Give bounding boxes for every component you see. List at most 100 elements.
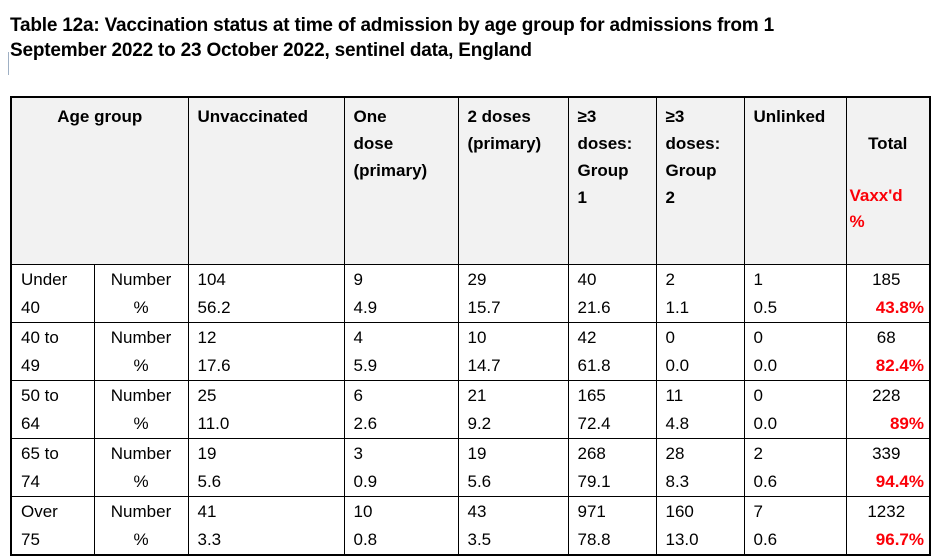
percent-value: 11.0 [197,414,230,433]
percent-value: 79.1 [577,472,611,491]
count-value: 268 [577,444,606,463]
age-group-cell: 50 to 64 [10,380,95,439]
total-count: 1232 [867,502,906,521]
count-value: 165 [577,386,606,405]
percent-value: 78.8 [577,530,611,549]
row-label-number: Number [110,444,172,463]
percent-value: 4.9 [353,298,378,317]
header-one-dose: One dose (primary) [343,96,459,265]
percent-value: 0.0 [753,356,778,375]
three-doses-group2-cell: 160 13.0 [655,496,745,556]
age-group-cell: Under 40 [10,264,95,323]
one-dose-cell: 9 4.9 [343,264,459,323]
row-label-number: Number [110,386,172,405]
count-value: 21 [467,386,487,405]
page-title: Table 12a: Vaccination status at time of… [10,15,774,61]
total-vaxxd-percent: 43.8% [875,298,924,317]
total-cell: 185 43.8% [845,264,931,323]
unlinked-cell: 2 0.6 [743,438,847,497]
header-vaxxd-percent-label: Vaxx'd % [849,186,903,231]
count-value: 0 [665,328,675,347]
header-total: Total Vaxx'd % [845,96,931,265]
unlinked-cell: 1 0.5 [743,264,847,323]
unvaccinated-cell: 41 3.3 [187,496,345,556]
count-value: 10 [353,502,373,521]
three-doses-group1-cell: 971 78.8 [567,496,657,556]
table-row-under-40: Under 40 Number% 104 56.2 9 4.9 29 15.7 40 2… [10,264,931,323]
percent-value: 8.3 [665,472,690,491]
row-label-number: Number [110,328,172,347]
count-value: 3 [353,444,363,463]
percent-value: 9.2 [467,414,492,433]
total-cell: 228 89% [845,380,931,439]
count-value: 4 [353,328,363,347]
total-vaxxd-percent: 94.4% [875,472,924,491]
three-doses-group1-cell: 40 21.6 [567,264,657,323]
table-row-40-to-49: 40 to 49 Number% 12 17.6 4 5.9 10 14.7 42 61… [10,322,931,381]
percent-value: 5.6 [467,472,492,491]
count-value: 7 [753,502,763,521]
two-doses-cell: 10 14.7 [457,322,569,381]
percent-value: 0.0 [753,414,778,433]
age-group-cell: 65 to 74 [10,438,95,497]
header-three-doses-group2: ≥3 doses: Group 2 [655,96,745,265]
row-label-cell: Number% [93,322,189,381]
count-value: 43 [467,502,487,521]
percent-value: 14.7 [467,356,501,375]
row-label-cell: Number% [93,264,189,323]
count-value: 25 [197,386,217,405]
count-value: 40 [577,270,597,289]
total-count: 339 [872,444,901,463]
row-label-cell: Number% [93,438,189,497]
count-value: 160 [665,502,694,521]
header-total-label: Total [868,134,908,153]
three-doses-group2-cell: 2 1.1 [655,264,745,323]
total-vaxxd-percent: 89% [889,414,924,433]
two-doses-cell: 19 5.6 [457,438,569,497]
row-label-percent: % [133,472,149,491]
three-doses-group2-cell: 28 8.3 [655,438,745,497]
percent-value: 0.5 [753,298,778,317]
total-count: 228 [872,386,901,405]
total-cell: 68 82.4% [845,322,931,381]
count-value: 11 [665,386,684,405]
two-doses-cell: 21 9.2 [457,380,569,439]
header-three-doses-group1: ≥3 doses: Group 1 [567,96,657,265]
text-cursor-artifact [8,52,9,75]
vaccination-status-table: Age group Unvaccinated One dose (primary… [10,96,931,556]
unlinked-cell: 0 0.0 [743,380,847,439]
row-label-percent: % [133,530,149,549]
percent-value: 15.7 [467,298,501,317]
percent-value: 61.8 [577,356,611,375]
count-value: 42 [577,328,597,347]
total-cell: 339 94.4% [845,438,931,497]
three-doses-group1-cell: 268 79.1 [567,438,657,497]
total-count: 68 [876,328,896,347]
table-row-over-75: Over 75 Number% 41 3.3 10 0.8 43 3.5 971 78.… [10,496,931,556]
percent-value: 13.0 [665,530,699,549]
row-label-percent: % [133,298,149,317]
percent-value: 5.9 [353,356,378,375]
one-dose-cell: 10 0.8 [343,496,459,556]
three-doses-group2-cell: 11 4.8 [655,380,745,439]
header-unlinked: Unlinked [743,96,847,265]
row-label-percent: % [133,414,149,433]
row-label-cell: Number% [93,380,189,439]
percent-value: 3.3 [197,530,222,549]
count-value: 2 [753,444,763,463]
total-vaxxd-percent: 82.4% [875,356,924,375]
unlinked-cell: 7 0.6 [743,496,847,556]
count-value: 41 [197,502,217,521]
one-dose-cell: 4 5.9 [343,322,459,381]
unvaccinated-cell: 12 17.6 [187,322,345,381]
two-doses-cell: 43 3.5 [457,496,569,556]
percent-value: 4.8 [665,414,690,433]
percent-value: 0.9 [353,472,378,491]
count-value: 6 [353,386,363,405]
unlinked-cell: 0 0.0 [743,322,847,381]
percent-value: 21.6 [577,298,611,317]
three-doses-group1-cell: 42 61.8 [567,322,657,381]
percent-value: 72.4 [577,414,611,433]
two-doses-cell: 29 15.7 [457,264,569,323]
percent-value: 3.5 [467,530,492,549]
